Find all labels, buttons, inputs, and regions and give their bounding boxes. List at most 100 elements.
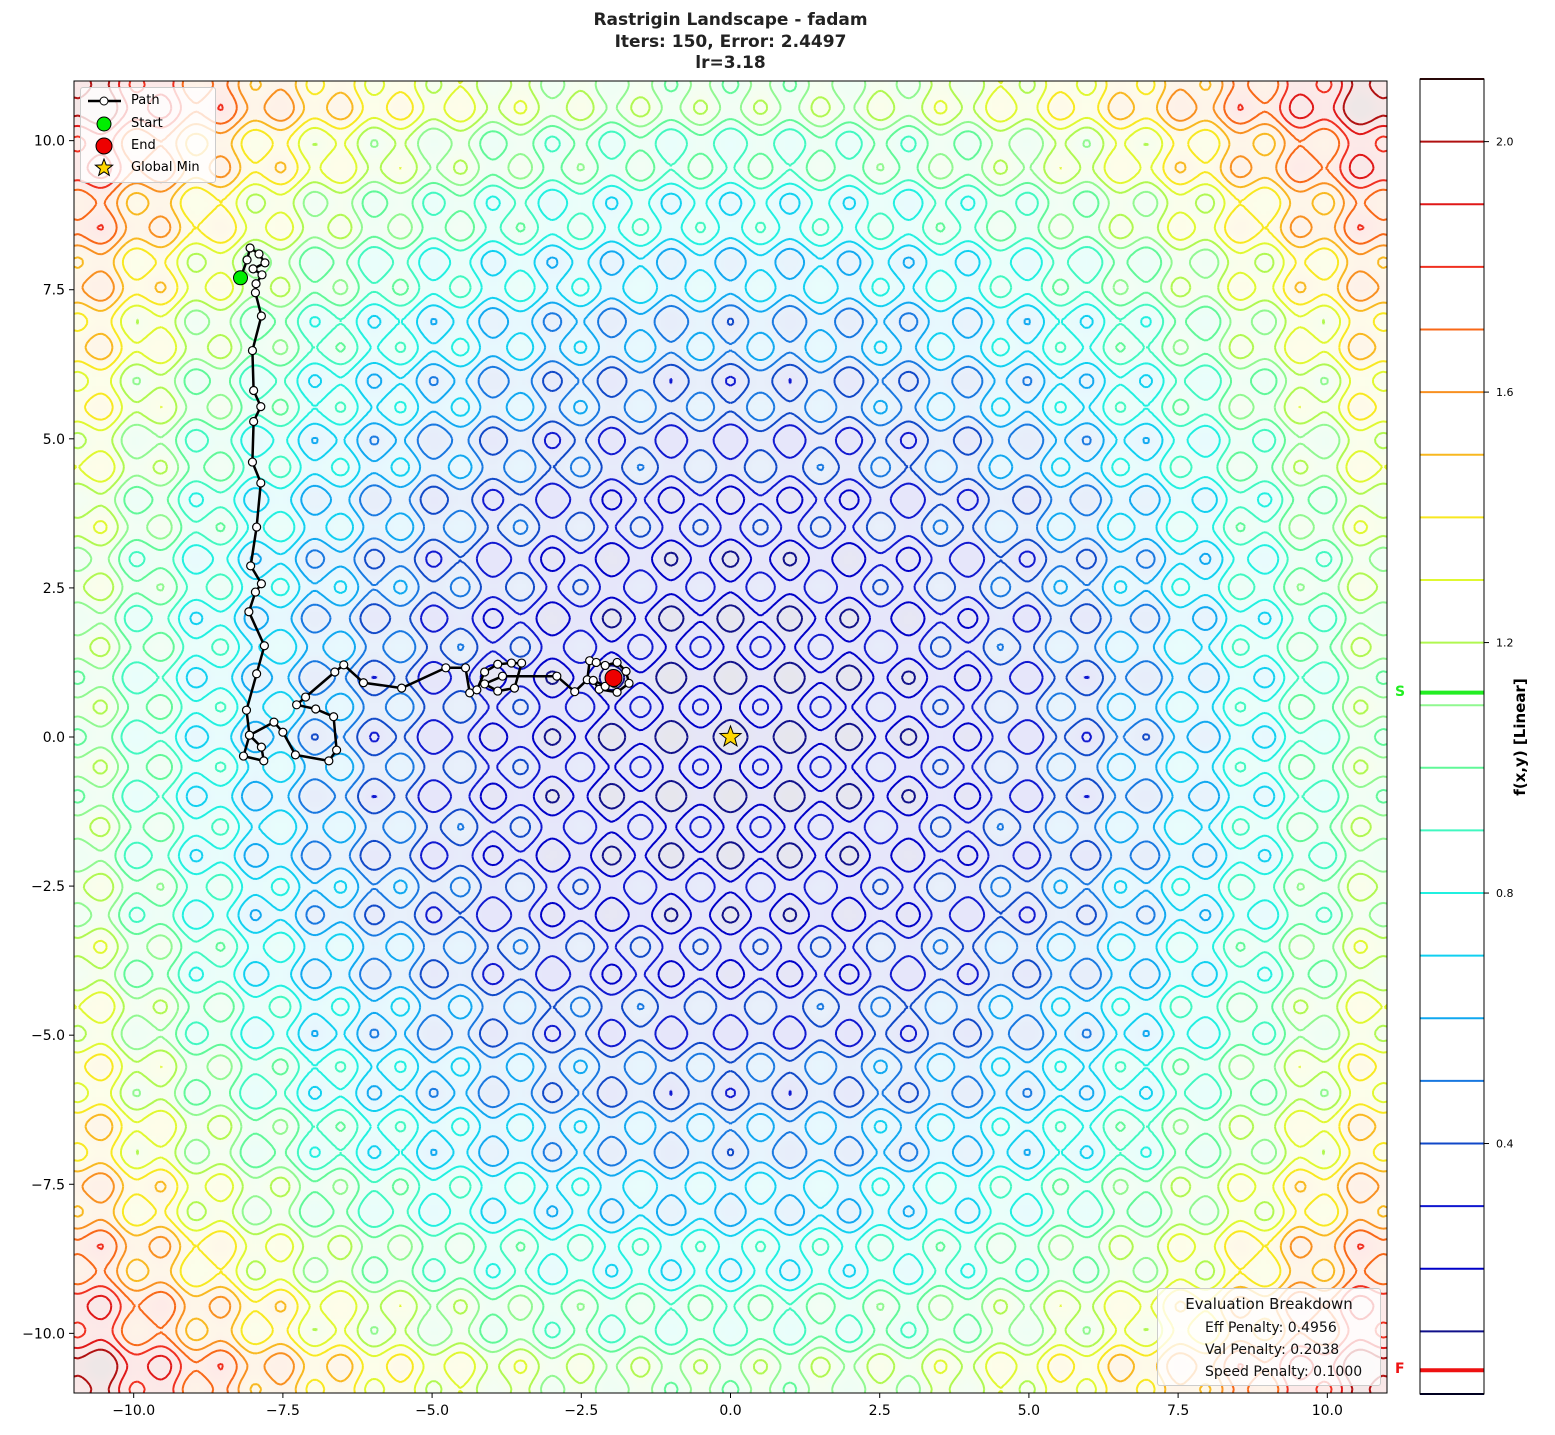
- path-point: [300, 692, 311, 702]
- path-point: [497, 671, 508, 681]
- path-point: [254, 249, 264, 259]
- path-point: [278, 727, 288, 737]
- path-point: [256, 742, 267, 752]
- end-marker: [604, 668, 623, 687]
- path-point: [256, 478, 266, 488]
- colorbar-tick-label: 0.8: [1496, 887, 1514, 900]
- title-line-2: Iters: 150, Error: 2.4497: [614, 32, 847, 52]
- y-tick-label: 5.0: [43, 432, 65, 448]
- x-tick-label: 7.5: [1167, 1403, 1189, 1419]
- path-point: [292, 700, 302, 710]
- legend-end-label: End: [131, 138, 156, 153]
- path-point: [238, 751, 249, 761]
- path-point: [246, 561, 256, 571]
- colorbar-marker-f-label: F: [1395, 1361, 1405, 1378]
- y-tick-label: −2.5: [31, 879, 65, 895]
- path-point: [441, 663, 451, 673]
- path-point: [588, 675, 598, 685]
- x-tick-label: −2.5: [564, 1403, 598, 1419]
- colorbar-frame: [1419, 78, 1485, 1395]
- path-point: [259, 756, 269, 766]
- path-point: [260, 258, 270, 268]
- path-point: [244, 730, 255, 740]
- path-point: [311, 704, 321, 714]
- evaluation-breakdown: Evaluation Breakdown Eff Penalty: 0.4956…: [1157, 1288, 1381, 1386]
- path-point: [506, 658, 517, 668]
- contour-level: [74, 81, 1387, 1393]
- path-point: [493, 659, 503, 669]
- path-point: [269, 717, 279, 727]
- legend: Path Start End Global Min: [80, 87, 216, 183]
- speed-penalty: Speed Penalty: 0.1000: [1205, 1364, 1363, 1380]
- y-tick-label: −10.0: [22, 1326, 65, 1342]
- path-point: [329, 712, 339, 722]
- path-point: [509, 683, 520, 693]
- path-point: [339, 660, 349, 670]
- global-min-star: [718, 724, 743, 748]
- path-point: [242, 255, 252, 265]
- path-point: [591, 657, 601, 668]
- path-point: [358, 678, 369, 688]
- path-point: [612, 687, 622, 697]
- path-point: [249, 385, 259, 396]
- x-tick-label: 10.0: [1312, 1403, 1343, 1419]
- path-point: [252, 522, 262, 532]
- x-tick-label: −7.5: [266, 1403, 300, 1419]
- path-point: [241, 705, 252, 715]
- title-line-3: lr=3.18: [695, 53, 766, 73]
- y-tick-label: 10.0: [34, 134, 65, 150]
- x-tick-label: 0.0: [719, 1403, 741, 1419]
- path-point: [259, 641, 269, 651]
- y-tick-label: −7.5: [31, 1177, 65, 1193]
- legend-start-label: Start: [131, 116, 163, 131]
- x-tick-label: 5.0: [1018, 1403, 1040, 1419]
- path-point: [397, 683, 407, 693]
- path-point: [257, 270, 267, 280]
- path-point: [250, 288, 261, 298]
- path-point: [480, 667, 490, 677]
- contour-level: [74, 81, 1387, 1393]
- path-point: [330, 667, 340, 677]
- path-point: [480, 679, 490, 689]
- contour-level: [184, 191, 1277, 1283]
- path-point: [247, 345, 258, 356]
- colorbar-label: f(x,y) [Linear]: [1511, 678, 1529, 796]
- path-point: [290, 750, 301, 760]
- legend-star-icon: [94, 157, 114, 177]
- contour-level: [478, 485, 983, 989]
- path-point: [245, 243, 255, 253]
- title-line-1: Rastrigin Landscape - fadam: [593, 10, 868, 30]
- eff-penalty: Eff Penalty: 0.4956: [1205, 1320, 1337, 1336]
- evaluation-title: Evaluation Breakdown: [1185, 1295, 1353, 1313]
- path-point: [256, 402, 266, 412]
- contour-level: [240, 246, 1221, 1228]
- colorbar-tick-label: 1.6: [1496, 386, 1514, 399]
- path-point: [247, 457, 258, 467]
- contour-level: [74, 81, 1387, 1393]
- path-point: [251, 279, 261, 289]
- path-point: [552, 671, 562, 681]
- contour-level: [297, 304, 1164, 1170]
- legend-global-min-label: Global Min: [131, 160, 200, 175]
- x-tick-label: 2.5: [869, 1403, 891, 1419]
- path-point: [624, 678, 634, 688]
- path-point: [612, 657, 622, 668]
- colorbar-tick-label: 2.0: [1496, 136, 1514, 149]
- colorbar-marker-s-label: S: [1395, 683, 1406, 700]
- path-point: [252, 669, 262, 679]
- contour-level: [74, 81, 1387, 1393]
- x-tick-label: −10.0: [112, 1403, 155, 1419]
- contour-level: [310, 317, 1151, 1157]
- legend-path-marker: [99, 96, 109, 106]
- colorbar-tick-label: 0.4: [1496, 1138, 1514, 1151]
- val-penalty: Val Penalty: 0.2038: [1205, 1342, 1340, 1358]
- contour-level: [368, 375, 1093, 1099]
- path-point: [472, 685, 482, 695]
- contour-level: [174, 181, 1287, 1293]
- path-point: [332, 745, 342, 755]
- path-point: [517, 658, 527, 668]
- path-point: [621, 666, 631, 677]
- y-tick-label: −5.0: [31, 1028, 65, 1044]
